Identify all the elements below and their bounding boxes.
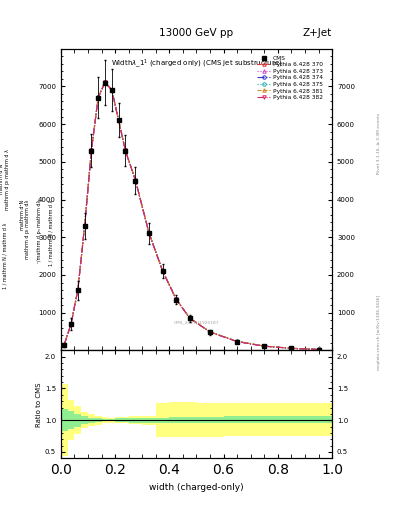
Text: mcplots.cern.ch [arXiv:1306.3436]: mcplots.cern.ch [arXiv:1306.3436]	[377, 295, 381, 370]
Y-axis label: Ratio to CMS: Ratio to CMS	[36, 382, 42, 426]
Legend: CMS, Pythia 6.428 370, Pythia 6.428 373, Pythia 6.428 374, Pythia 6.428 375, Pyt: CMS, Pythia 6.428 370, Pythia 6.428 373,…	[256, 55, 324, 101]
Text: Width$\lambda\_1^1$ (charged only) (CMS jet substructure): Width$\lambda\_1^1$ (charged only) (CMS …	[111, 58, 282, 71]
Text: 1 / mathrm N / mathrm d λ: 1 / mathrm N / mathrm d λ	[2, 223, 7, 289]
Y-axis label:   mathrm d²N
  mathrm d pₜ mathrm dλ

  ¹/mathrm d pₙ mathrm dλ

  1 / mathrm N : mathrm d²N mathrm d pₜ mathrm dλ ¹/mathr…	[20, 200, 54, 269]
Text: CMS_2021_I1920187: CMS_2021_I1920187	[174, 321, 219, 324]
X-axis label: width (charged-only): width (charged-only)	[149, 483, 244, 492]
Text: mathrm d²N
mathrm d pₜ mathrm d λ: mathrm d²N mathrm d pₜ mathrm d λ	[0, 149, 10, 209]
Text: Z+Jet: Z+Jet	[303, 28, 332, 38]
Text: 13000 GeV pp: 13000 GeV pp	[160, 28, 233, 38]
Text: Rivet 3.1.10, ≥ 3.3M events: Rivet 3.1.10, ≥ 3.3M events	[377, 113, 381, 174]
